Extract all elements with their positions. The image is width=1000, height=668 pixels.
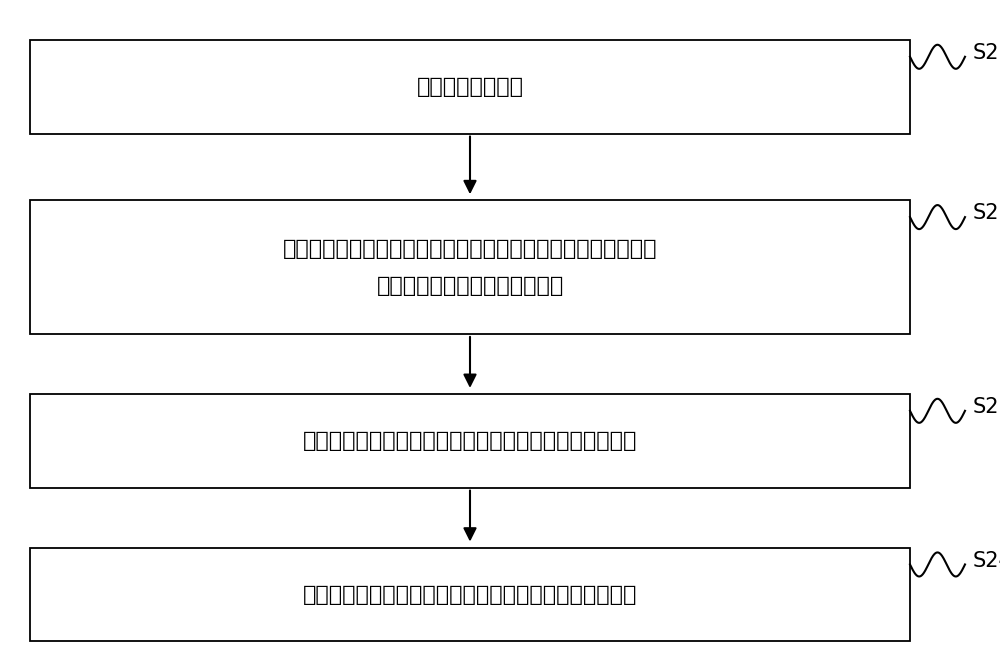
Text: 获取原始脑电信号: 获取原始脑电信号 bbox=[416, 77, 524, 97]
Text: 对原始脑电信号进行所有刺激目标频率发的对应倍频的循环移位: 对原始脑电信号进行所有刺激目标频率发的对应倍频的循环移位 bbox=[283, 239, 657, 259]
Text: S24: S24 bbox=[973, 551, 1000, 571]
Text: 处理，以获取循环移位后的信号: 处理，以获取循环移位后的信号 bbox=[376, 276, 564, 295]
Text: 计算不同频率刺激下循环移位后的信号的短时自相关函数: 计算不同频率刺激下循环移位后的信号的短时自相关函数 bbox=[303, 431, 637, 451]
FancyBboxPatch shape bbox=[30, 40, 910, 134]
FancyBboxPatch shape bbox=[30, 394, 910, 488]
FancyBboxPatch shape bbox=[30, 200, 910, 334]
Text: S22: S22 bbox=[973, 204, 1000, 224]
Text: S21: S21 bbox=[973, 43, 1000, 63]
Text: S23: S23 bbox=[973, 397, 1000, 418]
FancyBboxPatch shape bbox=[30, 548, 910, 641]
Text: 根据短时自相关函数，确定用户正在注视频率对应的倍频: 根据短时自相关函数，确定用户正在注视频率对应的倍频 bbox=[303, 584, 637, 605]
